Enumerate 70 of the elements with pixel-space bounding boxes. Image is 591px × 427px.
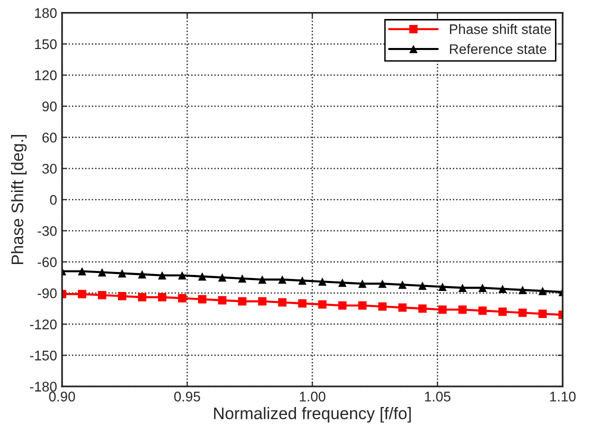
point (498, 284, 507, 294)
point (518, 308, 527, 317)
point (518, 286, 527, 294)
y-tick-label: 90 (42, 102, 57, 112)
point (218, 296, 226, 304)
point (358, 301, 367, 310)
legend-label: Reference state (450, 44, 546, 54)
y-tick-label: 30 (42, 164, 57, 174)
point (178, 271, 186, 280)
point (258, 275, 266, 284)
y-tick-label: -60 (38, 257, 57, 268)
x-tick-label: 1.10 (550, 392, 576, 402)
point (78, 290, 86, 298)
point (418, 282, 427, 290)
point (478, 306, 487, 315)
point (138, 293, 146, 302)
legend-label: Phase shift state (450, 24, 551, 34)
point (118, 269, 126, 278)
y-tick-label: -120 (30, 320, 57, 330)
point (298, 276, 306, 285)
point (358, 280, 367, 288)
x-tick-label: 1.00 (300, 392, 326, 402)
point (238, 274, 246, 283)
point (98, 268, 106, 276)
point (378, 280, 387, 288)
y-tick-label: 0 (50, 194, 57, 205)
point (398, 280, 407, 289)
point (218, 273, 226, 282)
point (478, 284, 487, 292)
point (238, 297, 246, 306)
y-tick-label: -150 (30, 350, 57, 360)
point (278, 298, 286, 307)
point (278, 275, 286, 284)
y-axis-title: Phase Shift [deg.] (11, 135, 27, 264)
point (458, 305, 467, 314)
point (318, 300, 327, 309)
point (178, 294, 186, 302)
y-tick-label: 180 (35, 8, 57, 18)
point (318, 277, 327, 286)
point (458, 284, 467, 292)
y-tick-label: -30 (38, 226, 57, 236)
y-tick-label: 120 (35, 70, 57, 80)
point (418, 304, 427, 313)
point (538, 310, 547, 318)
point (438, 282, 447, 291)
point (298, 299, 306, 308)
x-axis-title: Normalized frequency [f/fo] (214, 407, 411, 423)
point (338, 278, 347, 287)
y-tick-label: 150 (35, 39, 57, 50)
point (78, 267, 86, 276)
y-tick-label: 60 (42, 132, 57, 143)
point (98, 290, 106, 300)
y-tick-label: -180 (30, 382, 57, 392)
point (378, 302, 387, 311)
point (158, 271, 166, 280)
x-tick-label: 0.95 (174, 392, 200, 402)
point (338, 301, 347, 310)
point (198, 295, 206, 304)
point (398, 303, 407, 312)
point (258, 297, 266, 306)
x-tick-label: 1.05 (425, 392, 450, 402)
point (118, 292, 126, 300)
point (138, 270, 146, 279)
point (438, 305, 447, 314)
point (198, 272, 206, 281)
point (538, 286, 547, 296)
y-tick-label: -90 (38, 288, 57, 298)
point (158, 293, 166, 302)
x-tick-label: 0.90 (49, 392, 76, 402)
point (498, 308, 507, 316)
